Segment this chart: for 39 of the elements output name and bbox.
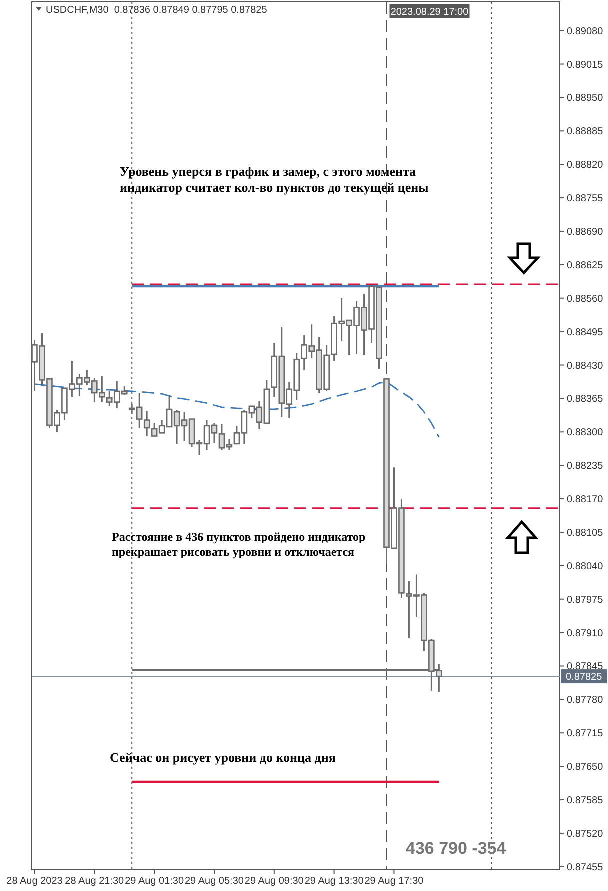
y-tick-label: 0.87455 — [567, 862, 604, 874]
y-tick-label: 0.88560 — [567, 294, 604, 305]
annotation: Расстояние в 436 пунктов пройдено индикатор прекрашает рисовать уровни и отключается — [112, 530, 366, 559]
x-tick-label: 28 Aug 21:30 — [65, 876, 125, 887]
y-tick-label: 0.88040 — [567, 561, 604, 572]
ref-line-label: 2023.08.29 17:00 — [390, 7, 470, 18]
ref-line-label: 0.87825 — [566, 672, 603, 684]
x-tick-label: 28 Aug 2023 — [6, 876, 64, 887]
y-tick-label: 0.87780 — [567, 695, 604, 706]
x-tick-label: 29 Aug 05:30 — [185, 876, 244, 887]
y-tick-label: 0.88105 — [567, 528, 604, 539]
y-tick-label: 0.88885 — [567, 126, 604, 138]
y-tick-label: 0.87585 — [567, 796, 604, 807]
y-tick-label: 0.88625 — [567, 260, 604, 272]
y-tick-label: 0.88365 — [567, 394, 604, 406]
x-tick-label: 29 Aug 17:30 — [364, 876, 424, 887]
y-tick-label: 0.87715 — [567, 728, 604, 740]
y-tick-label: 0.88690 — [567, 226, 604, 238]
y-tick-label: 0.88495 — [567, 327, 604, 338]
y-tick-label: 0.88300 — [567, 428, 604, 439]
y-tick-label: 0.87520 — [567, 828, 604, 840]
x-tick-label: 29 Aug 09:30 — [244, 876, 304, 887]
annotation: Сейчас он рисует уровни до конца дня — [110, 750, 336, 765]
y-tick-label: 0.87975 — [567, 594, 604, 606]
y-tick-label: 0.88235 — [567, 461, 604, 472]
y-tick-label: 0.88430 — [567, 360, 604, 372]
y-tick-label: 0.88755 — [567, 194, 604, 205]
y-tick-label: 0.88820 — [567, 160, 604, 172]
y-tick-label: 0.87910 — [567, 628, 604, 640]
line-series — [34, 382, 440, 438]
y-tick-label: 0.89080 — [567, 26, 604, 38]
y-tick-label: 0.88950 — [567, 93, 604, 104]
x-tick-label: 29 Aug 01:30 — [125, 876, 184, 887]
y-tick-label: 0.87650 — [567, 762, 604, 774]
x-tick-label: 29 Aug 13:30 — [304, 876, 364, 887]
chart-title: USDCHF,M30 0.87836 0.87849 0.87795 0.87825 — [46, 5, 268, 16]
y-tick-label: 0.88170 — [567, 494, 604, 506]
annotation: 436 790 -354 — [406, 839, 507, 858]
y-tick-label: 0.89015 — [567, 60, 604, 71]
